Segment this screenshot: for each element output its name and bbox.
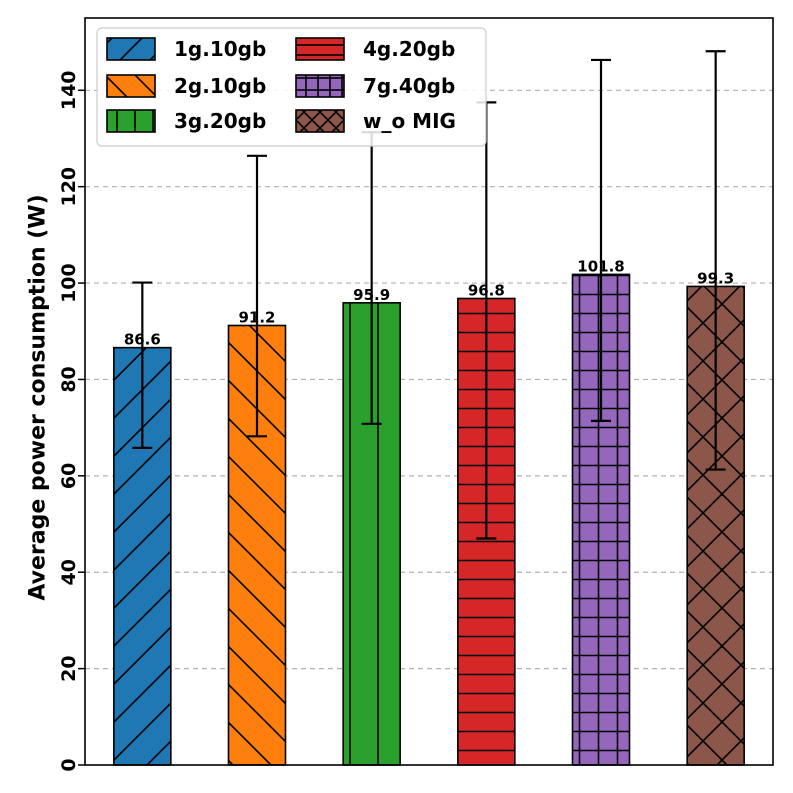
legend-label: 7g.40gb bbox=[363, 74, 455, 98]
legend-swatch bbox=[106, 74, 156, 98]
y-tick-label: 80 bbox=[58, 366, 80, 392]
y-axis-title: Average power consumption (W) bbox=[26, 194, 51, 600]
data-label: 91.2 bbox=[238, 308, 275, 326]
legend-label: 4g.20gb bbox=[363, 37, 455, 61]
legend-swatch bbox=[295, 74, 345, 98]
data-label: 101.8 bbox=[577, 257, 624, 275]
legend-label: w_o MIG bbox=[363, 109, 456, 133]
error-bar bbox=[247, 154, 267, 438]
data-labels: 86.6 91.2 95.9 96.8 101.8 99.3 bbox=[124, 257, 734, 348]
plot-frame bbox=[84, 17, 774, 766]
data-label: 86.6 bbox=[124, 331, 161, 349]
y-tick-label: 60 bbox=[58, 463, 80, 489]
legend: 1g.10gb 2g.10gb 3g.20gb 4g.20gb 7g.40gb w_o M… bbox=[96, 27, 487, 147]
gridlines bbox=[85, 89, 773, 670]
data-label: 99.3 bbox=[697, 269, 734, 287]
data-label: 95.9 bbox=[353, 286, 390, 304]
legend-label: 1g.10gb bbox=[174, 37, 266, 61]
y-tick-label: 0 bbox=[58, 758, 80, 771]
y-tick-label: 140 bbox=[58, 70, 80, 110]
legend-label: 3g.20gb bbox=[174, 109, 266, 133]
legend-swatch bbox=[295, 37, 345, 61]
error-bars bbox=[132, 50, 726, 540]
error-bar bbox=[591, 58, 611, 422]
axes: 0 20 40 60 80 100 120 140 Average power consumpt… bbox=[26, 17, 774, 772]
legend-swatch bbox=[295, 109, 345, 133]
y-tick-label: 120 bbox=[58, 167, 80, 207]
legend-box bbox=[96, 27, 487, 147]
bars bbox=[113, 273, 745, 766]
y-tick-label: 100 bbox=[58, 263, 80, 303]
legend-swatch bbox=[106, 109, 156, 133]
y-tick-label: 40 bbox=[58, 559, 80, 585]
legend-label: 2g.10gb bbox=[174, 74, 266, 98]
error-bar bbox=[132, 281, 153, 449]
error-bar bbox=[705, 50, 726, 471]
legend-swatch bbox=[106, 37, 156, 61]
y-tick-label: 20 bbox=[58, 655, 80, 681]
data-label: 96.8 bbox=[468, 281, 505, 299]
